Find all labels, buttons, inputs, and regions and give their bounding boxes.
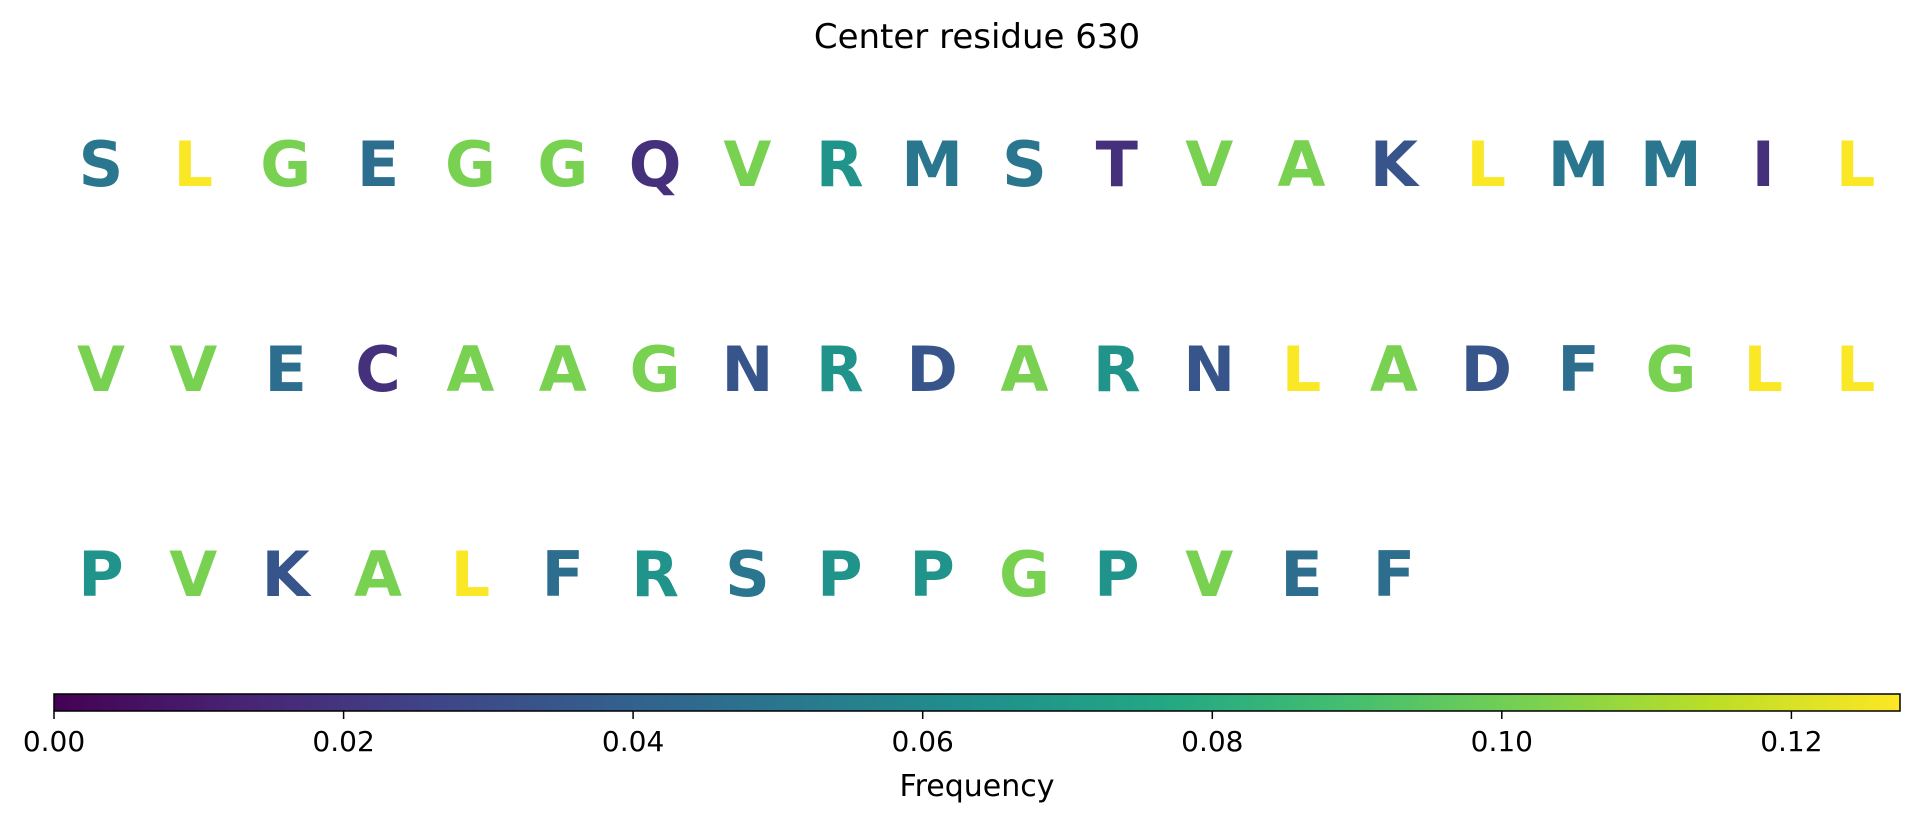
residue-letter: G xyxy=(630,333,681,406)
residue-letter: A xyxy=(1278,128,1326,201)
residue-letter: E xyxy=(265,333,307,406)
residue-letter: F xyxy=(542,538,584,611)
residue-letter: G xyxy=(260,128,311,201)
residue-letter: S xyxy=(1002,128,1047,201)
residue-letter: Q xyxy=(629,128,682,201)
residue-letter: M xyxy=(901,128,963,201)
residue-letter: V xyxy=(169,538,217,611)
residue-letter: L xyxy=(1282,333,1322,406)
residue-letter: P xyxy=(817,538,862,611)
residue-letter: L xyxy=(1836,128,1876,201)
residue-letter: R xyxy=(816,333,864,406)
residue-letter: R xyxy=(1093,333,1141,406)
residue-letter: G xyxy=(445,128,496,201)
residue-letter: N xyxy=(1183,333,1235,406)
residue-letter: D xyxy=(906,333,957,406)
colorbar-label: Frequency xyxy=(900,769,1055,804)
chart-title: Center residue 630 xyxy=(814,17,1140,57)
colorbar-tick-label: 0.10 xyxy=(1471,725,1533,758)
colorbar: 0.00 0.02 0.04 0.06 0.08 0.10 0.12 xyxy=(23,693,1901,758)
residue-letter: M xyxy=(1548,128,1610,201)
residue-letter: R xyxy=(816,128,864,201)
residue-letter: A xyxy=(1001,333,1049,406)
residue-letter: A xyxy=(539,333,587,406)
colorbar-tick-label: 0.00 xyxy=(23,725,85,758)
residue-letters: S L G E G G Q V R M S T V A K L M M I LV V E C A A G N R D A R N L A D F G L L… xyxy=(77,128,1875,611)
residue-letter: V xyxy=(1185,128,1233,201)
residue-letter: L xyxy=(451,538,491,611)
colorbar-tick-label: 0.12 xyxy=(1760,725,1822,758)
residue-letter: K xyxy=(262,538,312,611)
residue-letter: D xyxy=(1461,333,1512,406)
residue-letter: P xyxy=(909,538,954,611)
residue-letter: F xyxy=(1373,538,1415,611)
colorbar-tick-label: 0.04 xyxy=(602,725,664,758)
residue-letter: P xyxy=(1094,538,1139,611)
residue-letter: G xyxy=(1645,333,1696,406)
residue-letter: N xyxy=(721,333,773,406)
residue-letter: V xyxy=(169,333,217,406)
residue-letter: I xyxy=(1752,128,1775,201)
residue-letter: L xyxy=(174,128,214,201)
residue-letter: S xyxy=(725,538,770,611)
residue-letter: V xyxy=(723,128,771,201)
residue-letter: R xyxy=(631,538,679,611)
residue-letter: L xyxy=(1744,333,1784,406)
residue-letter: T xyxy=(1096,128,1138,201)
residue-letter: G xyxy=(537,128,588,201)
residue-letter: M xyxy=(1640,128,1702,201)
residue-letter: A xyxy=(354,538,402,611)
residue-letter: G xyxy=(999,538,1050,611)
residue-letter: K xyxy=(1370,128,1420,201)
colorbar-tick-label: 0.02 xyxy=(312,725,374,758)
residue-letter: F xyxy=(1557,333,1599,406)
residue-letter: V xyxy=(77,333,125,406)
colorbar-tick-label: 0.08 xyxy=(1181,725,1243,758)
residue-letter: L xyxy=(1467,128,1507,201)
residue-letter: S xyxy=(79,128,124,201)
residue-letter: V xyxy=(1185,538,1233,611)
residue-letter: A xyxy=(446,333,494,406)
colorbar-gradient xyxy=(53,693,1901,712)
residue-letter: L xyxy=(1836,333,1876,406)
residue-letter: E xyxy=(357,128,399,201)
residue-letter: C xyxy=(355,333,401,406)
residue-letter: E xyxy=(1280,538,1322,611)
colorbar-tick-label: 0.06 xyxy=(892,725,954,758)
residue-letter: P xyxy=(78,538,123,611)
residue-letter: A xyxy=(1370,333,1418,406)
